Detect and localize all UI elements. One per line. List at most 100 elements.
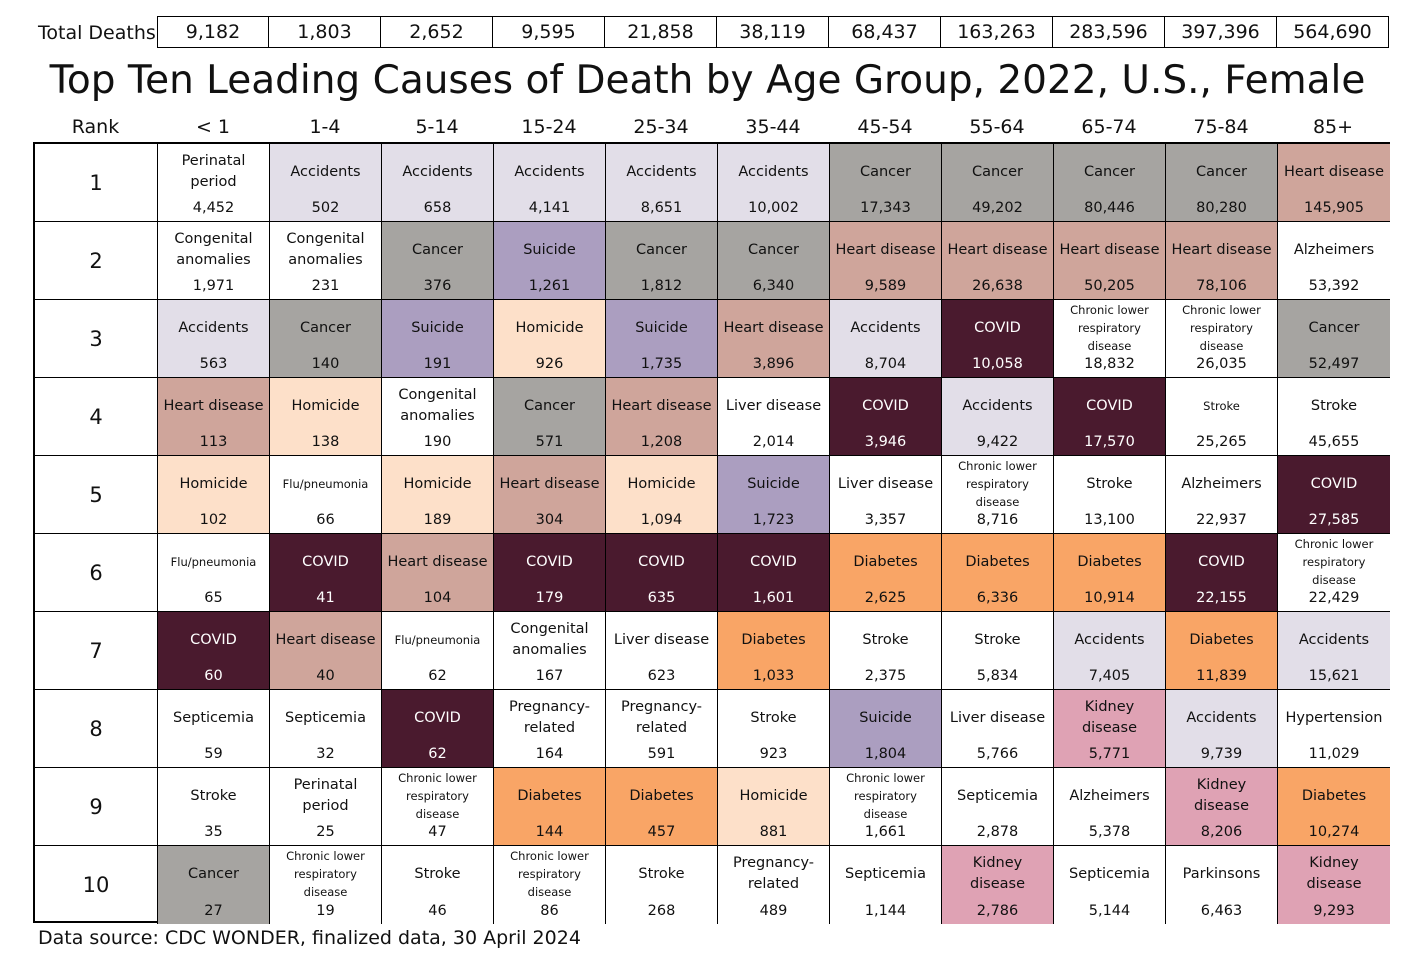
cause-cell: Diabetes 6,336: [942, 534, 1054, 612]
total-deaths-value: 283,596: [1053, 16, 1165, 48]
cause-label: Chronic lower respiratory disease: [958, 459, 1037, 509]
cause-cell: Heart disease 78,106: [1166, 222, 1278, 300]
death-count: 1,094: [640, 512, 683, 528]
rank-label: 6: [35, 534, 158, 612]
cause-label: Septicemia: [1069, 865, 1150, 882]
cause-cell: Septicemia 59: [158, 690, 270, 768]
death-count: 5,144: [1088, 903, 1131, 919]
death-count: 26,035: [1196, 356, 1247, 372]
cause-label: Heart disease: [723, 319, 824, 336]
death-count: 9,739: [1200, 746, 1243, 762]
cause-label: Accidents: [514, 163, 585, 180]
cause-cell: Perinatal period 25: [270, 768, 382, 846]
death-count: 623: [647, 668, 676, 684]
age-group-header: 45-54: [857, 116, 913, 138]
cause-cell: Heart disease 9,589: [830, 222, 942, 300]
cause-label: COVID: [1198, 553, 1245, 570]
cause-cell: Alzheimers 22,937: [1166, 456, 1278, 534]
cause-cell: Diabetes 10,274: [1278, 768, 1390, 846]
cause-cell: Cancer 52,497: [1278, 300, 1390, 378]
cause-cell: Kidney disease 5,771: [1054, 690, 1166, 768]
cause-label: Accidents: [626, 163, 697, 180]
cause-cell: Alzheimers 53,392: [1278, 222, 1390, 300]
cause-cell: Homicide 138: [270, 378, 382, 456]
death-count: 502: [311, 200, 340, 216]
cause-label: Stroke: [750, 709, 797, 726]
cause-label: Flu/pneumonia: [170, 555, 257, 569]
cause-cell: Heart disease 113: [158, 378, 270, 456]
age-group-header: 1-4: [309, 116, 341, 138]
cause-cell: COVID 27,585: [1278, 456, 1390, 534]
cause-cell: Heart disease 145,905: [1278, 144, 1390, 222]
cause-cell: COVID 41: [270, 534, 382, 612]
cause-label: Heart disease: [1059, 241, 1160, 258]
cause-cell: COVID 10,058: [942, 300, 1054, 378]
death-count: 231: [311, 278, 340, 294]
death-count: 32: [316, 746, 335, 762]
cause-label: Cancer: [1308, 319, 1360, 336]
cause-cell: COVID 3,946: [830, 378, 942, 456]
cause-label: Cancer: [1195, 163, 1248, 180]
death-count: 5,834: [976, 668, 1019, 684]
cause-label: COVID: [414, 709, 461, 726]
death-count: 881: [759, 824, 788, 840]
cause-label: Chronic lower respiratory disease: [286, 849, 365, 899]
cause-label: Diabetes: [629, 787, 694, 804]
death-count: 376: [423, 278, 452, 294]
cause-cell: Liver disease 5,766: [942, 690, 1054, 768]
cause-label: Diabetes: [853, 553, 918, 570]
death-count: 10,058: [972, 356, 1023, 372]
death-count: 10,274: [1308, 824, 1360, 840]
total-deaths-row: 9,182 1,803 2,652 9,595 21,858 38,119 68,437 16…: [157, 16, 1389, 48]
cause-label: Heart disease: [835, 241, 936, 258]
total-deaths-value: 1,803: [269, 16, 381, 48]
death-count: 8,206: [1200, 824, 1243, 840]
cause-label: COVID: [526, 553, 573, 570]
death-count: 926: [535, 356, 564, 372]
cause-label: Accidents: [1074, 631, 1145, 648]
age-group-header: 65-74: [1081, 116, 1137, 138]
death-count: 102: [199, 512, 228, 528]
death-count: 635: [647, 590, 676, 606]
cause-cell: Accidents 15,621: [1278, 612, 1390, 690]
cause-label: Kidney disease: [969, 855, 1026, 892]
death-count: 8,716: [976, 512, 1019, 528]
cause-cell: Homicide 102: [158, 456, 270, 534]
cause-cell: Liver disease 623: [606, 612, 718, 690]
death-count: 66: [316, 512, 335, 528]
death-count: 140: [311, 356, 340, 372]
death-count: 25: [316, 824, 335, 840]
cause-cell: Diabetes 2,625: [830, 534, 942, 612]
cause-cell: Accidents 7,405: [1054, 612, 1166, 690]
cause-cell: Chronic lower respiratory disease 22,429: [1278, 534, 1390, 612]
cause-cell: Accidents 563: [158, 300, 270, 378]
death-count: 3,357: [864, 512, 907, 528]
death-count: 41: [316, 590, 335, 606]
death-count: 591: [647, 746, 676, 762]
death-count: 104: [423, 590, 452, 606]
cause-cell: Suicide 1,804: [830, 690, 942, 768]
cause-cell: Septicemia 1,144: [830, 846, 942, 924]
cause-cell: Suicide 1,723: [718, 456, 830, 534]
rank-header: Rank: [71, 116, 120, 138]
cause-label: Perinatal period: [293, 777, 358, 814]
death-count: 1,735: [640, 356, 683, 372]
cause-cell: Kidney disease 9,293: [1278, 846, 1390, 924]
cause-label: Chronic lower respiratory disease: [1070, 303, 1149, 353]
death-count: 179: [535, 590, 564, 606]
cause-label: Cancer: [971, 163, 1024, 180]
causes-table: 1 Perinatal period 4,452 Accidents 502 Accide…: [33, 142, 1390, 924]
death-count: 190: [423, 434, 452, 450]
age-group-header: 35-44: [745, 116, 801, 138]
rank-label: 9: [35, 768, 158, 846]
cause-cell: Pregnancy-related 591: [606, 690, 718, 768]
death-count: 2,625: [864, 590, 907, 606]
cause-label: Perinatal period: [181, 153, 246, 190]
death-count: 15,621: [1308, 668, 1360, 684]
death-count: 50,205: [1084, 278, 1135, 294]
death-count: 52,497: [1308, 356, 1360, 372]
death-count: 3,896: [752, 356, 795, 372]
cause-cell: Cancer 80,446: [1054, 144, 1166, 222]
death-count: 191: [423, 356, 452, 372]
cause-label: Heart disease: [1171, 241, 1272, 258]
